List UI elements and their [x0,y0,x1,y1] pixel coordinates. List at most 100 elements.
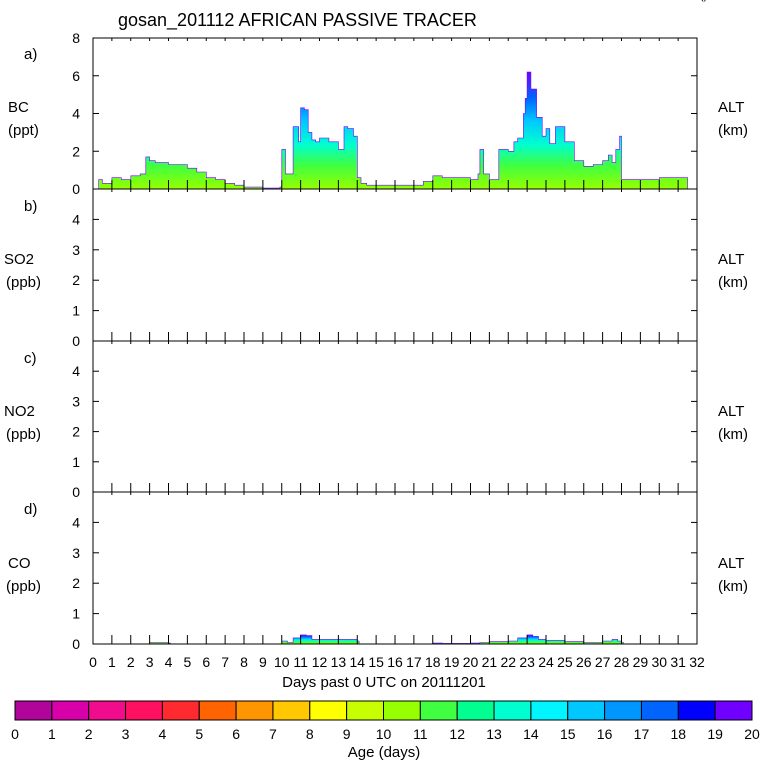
x-tick-label: 31 [670,654,686,670]
panel-c: 0 1 2 3 4 [72,340,698,500]
colorbar-swatch [456,700,495,721]
panel-a: 0 2 4 6 8 [72,30,698,197]
y-tick-label: 0 [72,333,80,349]
x-tick-label: 0 [89,654,97,670]
colorbar-swatch [714,700,753,721]
panel-a-ylabel: BC [8,99,29,116]
chart-title: gosan_201112 AFRICAN PASSIVE TRACER [118,10,477,30]
panel-a-letter: a) [24,46,38,63]
panel-b: 0 1 2 3 4 [72,188,698,349]
colorbar-swatch [309,700,348,721]
panel-b-frame [92,188,698,342]
colorbar-swatch [346,700,384,721]
colorbar-tick-label: 15 [560,726,576,742]
colorbar-swatch [383,700,421,721]
x-axis-label: Days past 0 UTC on 20111201 [282,674,486,691]
colorbar-tick-label: 14 [523,726,539,742]
panel-d-units: (ppb) [6,578,42,595]
y-tick-label: 1 [72,606,80,622]
y-tick-label: 2 [72,424,80,440]
panel-c-ylabel: NO2 [4,403,35,420]
x-tick-label: 5 [183,654,191,670]
colorbar-tick-label: 4 [159,726,167,742]
colorbar-tick-label: 0 [11,726,19,742]
colorbar-swatch [198,700,237,721]
x-tick-label: 30 [651,654,667,670]
colorbar-tick-label: 8 [306,726,314,742]
x-tick-label: 6 [202,654,210,670]
colorbar-swatch [677,700,716,721]
colorbar-swatch [604,700,642,721]
x-tick-label: 17 [406,654,422,670]
x-tick-label: 10 [274,654,290,670]
x-tick-label: 26 [576,654,592,670]
colorbar-swatch [493,700,532,721]
panel-d-right-units: (km) [718,578,748,595]
colorbar-tick-label: 2 [85,726,93,742]
x-tick-label: 29 [633,654,649,670]
y-tick-label: 0 [72,636,80,652]
x-tick-label: 22 [500,654,516,670]
colorbar-swatch [161,700,200,721]
colorbar-swatch [235,700,274,721]
colorbar-tick-label: 1 [48,726,56,742]
panel-a-area-series [93,71,697,190]
panel-c-letter: c) [24,350,37,367]
colorbar-swatch [530,700,569,721]
colorbar-tick-label: 18 [671,726,687,742]
colorbar-tick-label: 9 [343,726,351,742]
y-tick-label: 3 [72,393,80,409]
colorbar-swatch [419,700,458,721]
y-tick-label: 1 [72,303,80,319]
colorbar-swatch [14,700,53,721]
y-tick-label: 4 [72,514,80,530]
panel-b-right-label: ALT [718,251,745,268]
colorbar-label: Age (days) [347,744,421,761]
y-tick-label: 1 [72,454,80,470]
colorbar-swatch [125,700,163,721]
panel-a-units: (ppt) [8,122,39,139]
x-tick-label: 25 [557,654,573,670]
y-tick-label: 2 [72,272,80,288]
x-tick-label: 16 [387,654,403,670]
y-tick-label: 4 [72,363,80,379]
y-tick-label: 4 [72,106,80,122]
x-tick-label: 1 [108,654,116,670]
y-tick-label: 3 [72,545,80,561]
x-tick-label: 20 [463,654,479,670]
panel-b-letter: b) [24,198,38,215]
colorbar-tick-label: 17 [634,726,650,742]
y-tick-label: 8 [72,30,80,46]
colorbar-tick-label: 11 [413,726,428,742]
x-tick-label: 23 [519,654,535,670]
colorbar-tick-label: 13 [486,726,502,742]
x-tick-label: 9 [259,654,267,670]
y-tick-label: 2 [72,575,80,591]
panel-b-right-units: (km) [718,274,748,291]
x-tick-label: 27 [595,654,611,670]
x-tick-label: 18 [425,654,441,670]
corner-mark: () [700,0,707,2]
y-tick-label: 6 [72,68,80,84]
y-tick-label: 4 [72,211,80,227]
panel-d-right-label: ALT [718,555,745,572]
colorbar-tick-label: 20 [744,726,760,742]
panel-c-right-units: (km) [718,426,748,443]
colorbar-swatch [640,700,679,721]
colorbar-tick-label: 10 [376,726,392,742]
colorbar-tick-label: 6 [232,726,240,742]
panel-d-frame [92,491,698,645]
panel-d: 0 1 2 3 4 [72,491,698,652]
x-tick-label: 21 [482,654,498,670]
y-tick-label: 0 [72,484,80,500]
colorbar-swatch [272,700,311,721]
panel-d-ylabel: CO [8,555,31,572]
x-tick-label: 24 [538,654,554,670]
x-tick-label: 19 [444,654,460,670]
colorbar-swatch [567,700,606,721]
colorbar-tick-label: 5 [195,726,203,742]
panel-d-letter: d) [24,501,38,518]
colorbar-swatch [51,700,90,721]
x-tick-label: 28 [614,654,630,670]
